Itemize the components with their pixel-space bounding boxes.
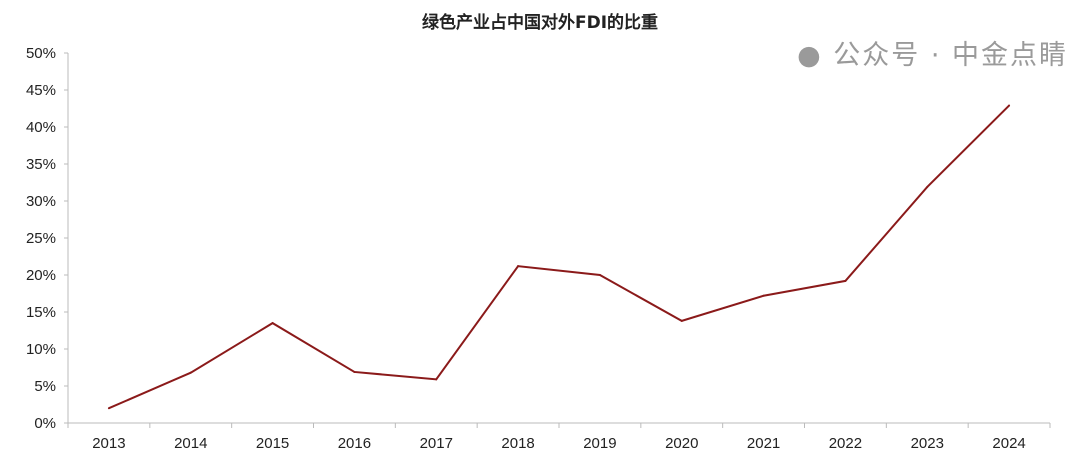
x-tick-label: 2021	[747, 435, 780, 452]
x-tick-label: 2017	[420, 435, 453, 452]
data-point	[762, 294, 765, 297]
data-point	[1008, 104, 1011, 107]
x-tick-label: 2020	[665, 435, 698, 452]
x-tick-label: 2013	[92, 435, 125, 452]
data-point	[107, 407, 110, 410]
y-tick-label: 15%	[26, 304, 56, 321]
y-tick-label: 35%	[26, 156, 56, 173]
y-tick-label: 20%	[26, 267, 56, 284]
x-tick-label: 2024	[992, 435, 1025, 452]
wechat-icon: ●	[797, 40, 823, 71]
y-tick-label: 5%	[34, 378, 56, 395]
y-tick-label: 40%	[26, 119, 56, 136]
data-point	[189, 371, 192, 374]
data-point	[598, 274, 601, 276]
y-tick-label: 30%	[26, 193, 56, 210]
y-tick-label: 45%	[26, 82, 56, 99]
data-point	[680, 319, 683, 322]
data-point	[926, 185, 929, 188]
x-tick-label: 2016	[338, 435, 371, 452]
data-point	[517, 265, 520, 268]
x-tick-label: 2019	[583, 435, 616, 452]
y-tick-label: 10%	[26, 341, 56, 358]
watermark: ● 公众号 · 中金点睛	[797, 40, 1068, 72]
y-tick-label: 25%	[26, 230, 56, 247]
data-point	[844, 279, 847, 282]
data-point	[271, 322, 274, 325]
x-tick-label: 2014	[174, 435, 207, 452]
x-tick-label: 2022	[829, 435, 862, 452]
data-point	[353, 370, 356, 373]
x-tick-label: 2018	[501, 435, 534, 452]
x-tick-label: 2015	[256, 435, 289, 452]
data-point	[435, 378, 438, 381]
chart-title: 绿色产业占中国对外FDI的比重	[421, 13, 659, 33]
series-line	[108, 104, 1010, 410]
watermark-text: 公众号 · 中金点睛	[833, 40, 1068, 71]
x-tick-label: 2023	[911, 435, 944, 452]
y-tick-label: 50%	[26, 45, 56, 62]
y-tick-label: 0%	[34, 415, 56, 432]
